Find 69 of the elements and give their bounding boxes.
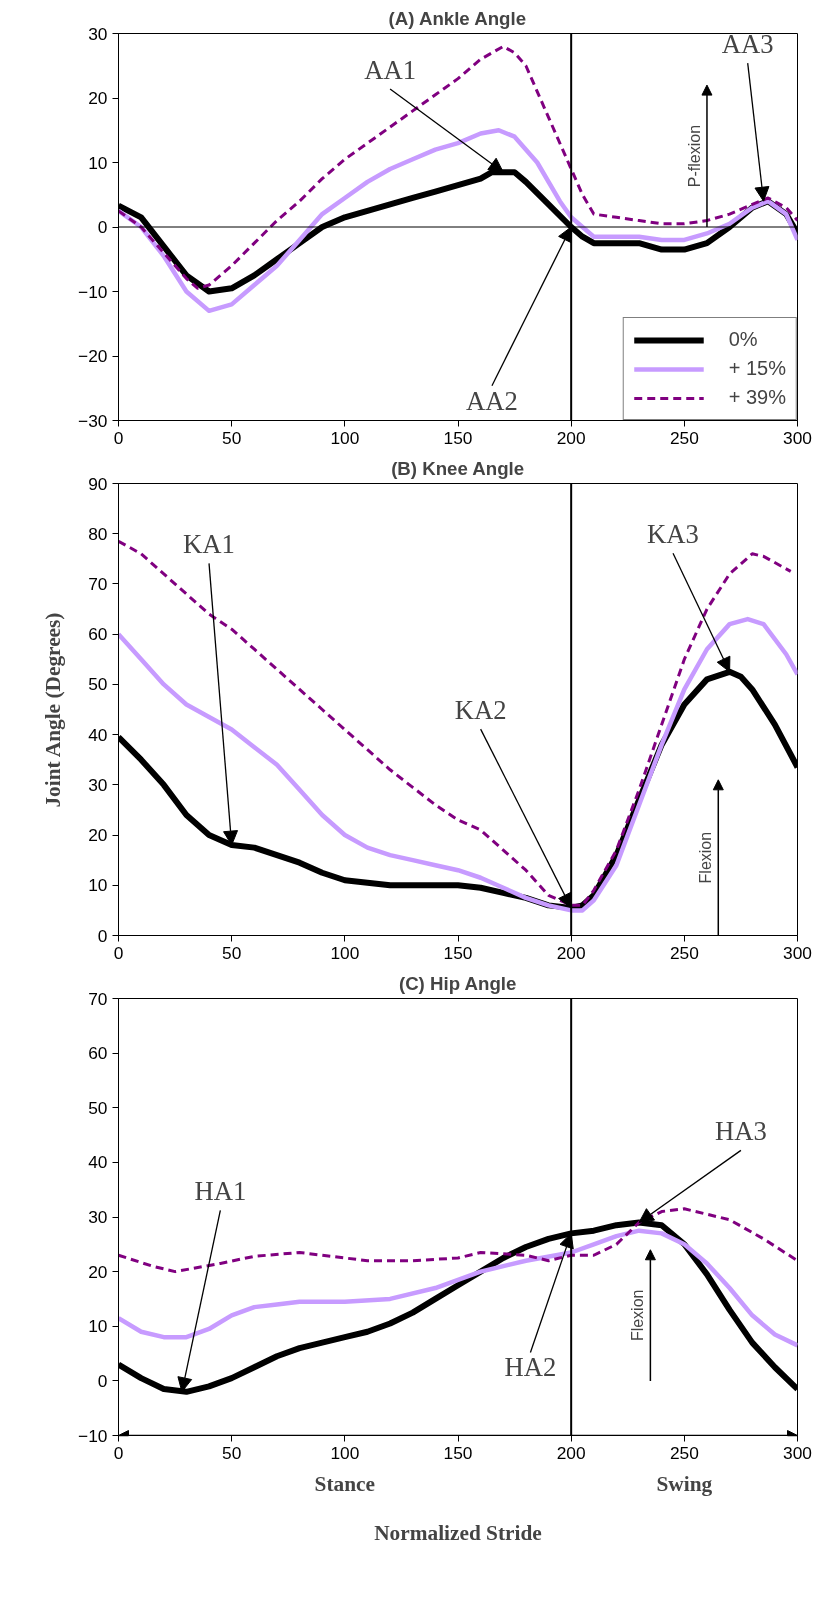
annotation: KA2 [454, 694, 507, 725]
y-tick-label: 40 [88, 1152, 108, 1173]
x-tick-label: 300 [783, 427, 812, 448]
annotation: KA1 [183, 528, 235, 559]
x-tick-label: 0 [113, 427, 124, 448]
y-tick-label: 30 [88, 23, 108, 44]
y-tick-label: 40 [88, 724, 108, 745]
x-tick-label: 250 [669, 1442, 699, 1463]
x-tick-label: 50 [222, 427, 242, 448]
y-tick-label: −30 [78, 410, 108, 431]
y-tick-label: 0 [97, 925, 108, 946]
x-tick-label: 100 [330, 942, 360, 963]
y-tick-label: 50 [88, 674, 108, 695]
y-tick-label: 0 [97, 217, 108, 237]
y-tick-label: 10 [88, 875, 108, 896]
y-tick-label: 60 [88, 1043, 108, 1064]
annotation: KA3 [647, 518, 699, 549]
x-tick-label: 100 [330, 1442, 360, 1463]
x-tick-label: 300 [783, 1442, 812, 1463]
legend-label: + 39% [728, 386, 786, 409]
annotation: P-flexion [685, 124, 703, 188]
x-tick-label: 250 [669, 942, 699, 963]
annotation: AA1 [364, 55, 417, 86]
y-tick-label: 90 [88, 473, 108, 494]
x-tick-label: 200 [556, 1442, 586, 1463]
y-tick-label: 50 [88, 1097, 108, 1118]
annotation: Flexion [629, 1289, 647, 1342]
y-tick-label: 20 [88, 825, 108, 846]
annotation: AA2 [466, 385, 518, 416]
chart-title: (C) Hip Angle [398, 972, 517, 994]
legend-label: + 15% [728, 357, 786, 380]
annotation: AA3 [721, 29, 774, 60]
x-tick-label: 0 [113, 942, 124, 963]
x-axis-title: Normalized Stride [374, 1520, 542, 1545]
x-tick-label: 200 [556, 942, 586, 963]
chart-title: (B) Knee Angle [391, 457, 525, 479]
y-tick-label: 80 [88, 523, 108, 544]
y-tick-label: 10 [88, 1316, 108, 1337]
x-tick-label: 300 [783, 942, 812, 963]
x-tick-label: 50 [222, 1442, 242, 1463]
x-tick-label: 150 [443, 1442, 473, 1463]
y-tick-label: 30 [88, 774, 108, 795]
legend-label: 0% [728, 328, 758, 351]
x-tick-label: 100 [330, 427, 360, 448]
y-tick-label: 20 [88, 1261, 108, 1282]
x-tick-label: 250 [669, 427, 699, 448]
y-tick-label: 20 [88, 88, 108, 108]
annotation: Flexion [697, 831, 715, 884]
y-tick-label: 70 [88, 988, 108, 1009]
y-tick-label: 0 [97, 1370, 108, 1391]
text: Stance [314, 1471, 376, 1496]
x-tick-label: 150 [443, 427, 473, 448]
y-tick-label: −10 [78, 281, 108, 302]
y-tick-label: 10 [88, 152, 108, 173]
x-tick-label: 150 [443, 942, 473, 963]
y-tick-label: 30 [88, 1207, 108, 1227]
annotation: HA3 [715, 1115, 767, 1146]
x-tick-label: 200 [556, 427, 586, 448]
x-tick-label: 50 [222, 942, 242, 963]
y-axis-title: Joint Angle (Degrees) [41, 612, 66, 808]
chart-title: (A) Ankle Angle [388, 7, 527, 29]
y-tick-label: −10 [78, 1425, 108, 1446]
y-tick-label: 60 [88, 624, 108, 645]
y-tick-label: −20 [78, 346, 108, 366]
text: Swing [656, 1471, 713, 1496]
annotation: HA2 [504, 1352, 557, 1383]
x-tick-label: 0 [113, 1442, 124, 1463]
y-tick-label: 70 [88, 573, 108, 594]
annotation: HA1 [194, 1176, 247, 1207]
